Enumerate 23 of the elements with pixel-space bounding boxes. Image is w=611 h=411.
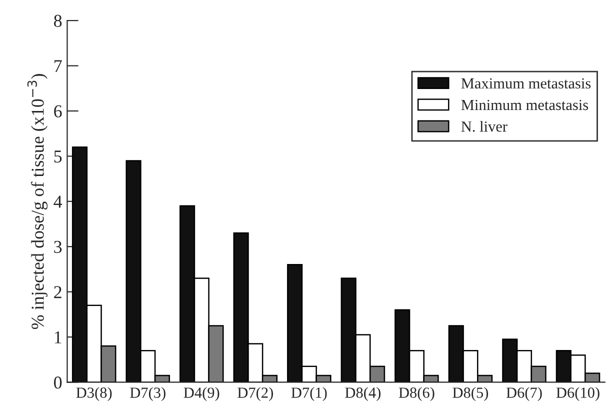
x-tick-label: D6(10)	[556, 387, 600, 401]
legend-label: Minimum metastasis	[461, 100, 588, 110]
x-tick-label: D7(2)	[238, 387, 273, 401]
x-tick-label: D3(8)	[76, 387, 112, 401]
x-tick-label: D6(7)	[506, 387, 542, 401]
x-tick-label: D8(5)	[452, 387, 488, 401]
legend-label: Maximum metastasis	[461, 78, 591, 89]
x-tick-label: D8(6)	[398, 387, 434, 401]
y-tick-label: 5	[54, 150, 62, 163]
y-tick-label: 7	[54, 60, 62, 72]
y-axis-title: % injected dose/g of tissue (x10$^{−3}$)	[27, 74, 48, 330]
y-tick-label: 0	[54, 376, 62, 389]
y-tick-label: 1	[54, 331, 62, 344]
x-tick-label: D8(4)	[345, 387, 381, 401]
legend-label: N. liver	[461, 120, 508, 132]
y-tick-label: 8	[54, 14, 62, 27]
x-tick-label: D7(3)	[130, 387, 166, 401]
x-tick-label: D4(9)	[184, 387, 220, 401]
y-tick-label: 4	[54, 196, 62, 208]
y-tick-label: 6	[54, 105, 62, 118]
y-tick-label: 3	[54, 240, 62, 254]
x-tick-label: D7(1)	[291, 387, 327, 401]
y-tick-label: 2	[54, 286, 62, 298]
